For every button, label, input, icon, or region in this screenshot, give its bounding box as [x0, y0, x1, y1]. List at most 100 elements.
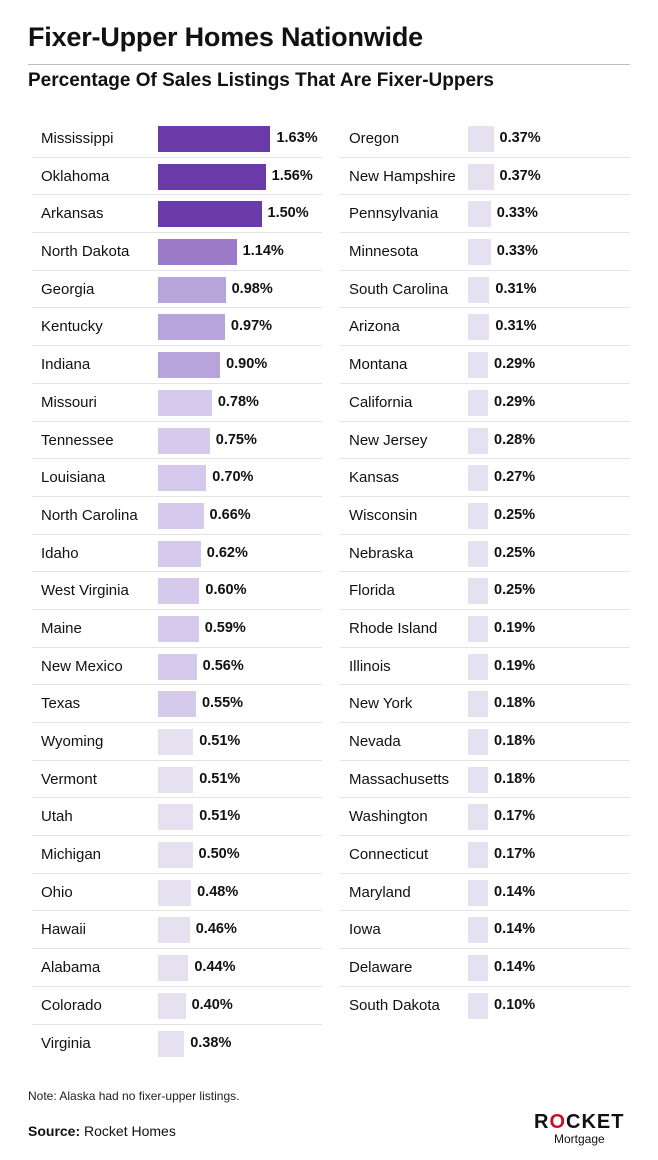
bar-label: Connecticut	[349, 846, 429, 864]
bar-label: Arkansas	[41, 205, 104, 223]
bar-value-label: 0.28%	[494, 431, 536, 448]
bar	[468, 842, 488, 869]
bar-row: Colorado 0.40%	[32, 987, 322, 1025]
bar-value-label: 0.66%	[209, 506, 251, 523]
bar	[468, 314, 490, 341]
bar	[158, 352, 221, 379]
bar-value-label: 0.70%	[212, 469, 254, 486]
source-value: Rocket Homes	[84, 1123, 176, 1139]
bar-label: Oklahoma	[41, 167, 110, 185]
bar-label: Louisiana	[41, 469, 106, 487]
chart-subtitle: Percentage Of Sales Listings That Are Fi…	[28, 70, 494, 91]
bar	[468, 389, 488, 416]
bar-label: Texas	[41, 695, 81, 713]
bar	[468, 465, 488, 492]
bar-row: Kentucky 0.97%	[32, 308, 322, 347]
bar-label: New Jersey	[349, 431, 428, 449]
bar-label: Virginia	[41, 1034, 91, 1052]
bar	[158, 578, 200, 605]
bar-row: Maryland 0.14%	[340, 874, 630, 912]
bar-label: Illinois	[349, 657, 391, 675]
bar-value-label: 1.63%	[276, 130, 318, 146]
chart-title: Fixer-Upper Homes Nationwide	[28, 22, 423, 52]
bar	[468, 615, 488, 642]
bar-value-label: 0.38%	[190, 1034, 232, 1051]
bar	[158, 653, 197, 680]
bar-value-label: 0.17%	[494, 808, 536, 825]
bar-label: Maine	[41, 619, 82, 637]
bar-value-label: 0.75%	[215, 431, 257, 448]
bar-value-label: 0.17%	[494, 846, 536, 863]
bar-label: West Virginia	[41, 582, 129, 600]
bar-value-label: 0.55%	[201, 695, 244, 712]
bar	[468, 653, 488, 680]
bar-row: North Dakota 1.14%	[32, 233, 322, 271]
bar-label: Hawaii	[41, 921, 87, 939]
bar-row: Arkansas 1.50%	[32, 195, 322, 234]
bar	[468, 427, 488, 454]
bar-label: Oregon	[349, 130, 400, 147]
bar-row: New Jersey 0.28%	[340, 422, 630, 460]
bar-row: Oklahoma 1.56%	[32, 158, 322, 196]
bar-row: Nebraska 0.25%	[340, 535, 630, 573]
bar-label: North Carolina	[41, 506, 138, 524]
bar	[468, 163, 494, 190]
logo-subtext: Mortgage	[554, 1132, 605, 1146]
bar	[158, 427, 210, 454]
bar	[158, 502, 204, 529]
bar-value-label: 0.29%	[494, 393, 536, 410]
bar-row: Pennsylvania 0.33%	[340, 195, 630, 234]
bar-row: Missouri 0.78%	[32, 384, 322, 422]
bar	[158, 126, 271, 152]
bar-value-label: 1.50%	[267, 205, 309, 222]
bar-label: Maryland	[349, 883, 411, 901]
bar-label: Wisconsin	[349, 506, 418, 524]
bar-row: Connecticut 0.17%	[340, 836, 630, 874]
bar-value-label: 0.31%	[495, 280, 537, 297]
bar	[468, 917, 488, 944]
bar-label: Georgia	[41, 280, 95, 298]
bar-row: Ohio 0.48%	[32, 874, 322, 912]
bar-row: South Dakota 0.10%	[340, 987, 630, 1025]
bar-row: Nevada 0.18%	[340, 723, 630, 761]
bar-label: Kansas	[349, 469, 400, 487]
bar-value-label: 1.56%	[271, 167, 313, 184]
bar-row: Arizona 0.31%	[340, 308, 630, 347]
logo-wordmark: ROCKET	[534, 1111, 625, 1133]
bar-row: Georgia 0.98%	[32, 271, 322, 309]
bar-row: Maine 0.59%	[32, 610, 322, 648]
bar-row: Alabama 0.44%	[32, 949, 322, 987]
bar-row: Tennessee 0.75%	[32, 422, 322, 460]
bar-row: Delaware 0.14%	[340, 949, 630, 987]
bar-row: South Carolina 0.31%	[340, 271, 630, 309]
bar-row: Vermont 0.51%	[32, 761, 322, 799]
bar-value-label: 0.14%	[494, 921, 536, 938]
bar-value-label: 0.33%	[496, 243, 538, 260]
rocket-mortgage-logo: ROCKET Mortgage	[534, 1112, 634, 1146]
bar	[158, 389, 212, 416]
bar-value-label: 0.10%	[494, 996, 536, 1013]
bar	[468, 276, 490, 303]
bar	[158, 1030, 185, 1057]
bar	[158, 842, 193, 869]
bar-value-label: 0.18%	[494, 695, 536, 712]
bar	[158, 729, 194, 755]
bar-row: Mississippi 1.63%	[32, 120, 322, 158]
bar-value-label: 0.31%	[495, 318, 537, 335]
bar-row: New Mexico 0.56%	[32, 648, 322, 686]
bar-row: Louisiana 0.70%	[32, 459, 322, 497]
bar-row: West Virginia 0.60%	[32, 572, 322, 610]
bar-value-label: 0.51%	[199, 770, 241, 787]
bar-label: California	[349, 393, 413, 411]
bar-label: Arizona	[349, 318, 400, 336]
bar-label: Massachusetts	[349, 770, 450, 788]
bar-label: Kentucky	[41, 318, 103, 336]
bar-label: Nebraska	[349, 544, 414, 562]
bar-value-label: 0.50%	[198, 846, 240, 863]
bar-value-label: 0.27%	[494, 469, 536, 486]
bar	[158, 766, 194, 793]
bar-label: Washington	[349, 808, 428, 826]
bar-value-label: 0.37%	[499, 130, 541, 146]
bar-value-label: 0.51%	[199, 733, 241, 749]
bar	[158, 314, 225, 341]
